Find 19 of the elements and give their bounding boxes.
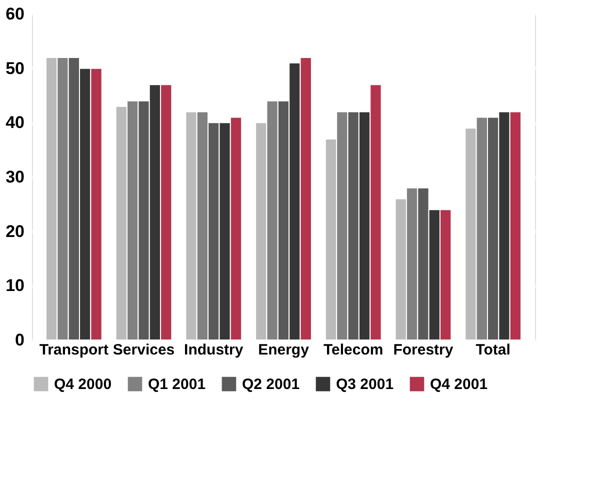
x-tick-label: Energy [258,342,310,358]
x-tick-label: Transport [39,342,109,358]
legend-label: Q2 2001 [242,376,300,394]
legend-label: Q1 2001 [148,376,206,394]
y-tick-label: 10 [6,276,24,296]
legend-label: Q4 2001 [430,376,488,394]
x-tick-label: Total [476,342,510,358]
legend-label: Q3 2001 [336,376,394,394]
x-tick-label: Services [112,342,175,358]
y-tick-label: 20 [6,222,24,241]
x-tick-label: Forestry [393,342,454,358]
y-tick-label: 60 [6,4,24,24]
x-tick-label: Telecom [323,342,384,358]
y-tick-label: 50 [6,58,24,78]
y-tick-label: 40 [6,113,24,132]
legend-label: Q4 2000 [54,376,112,394]
x-tick-label: Industry [184,342,244,358]
y-tick-label: 30 [6,168,24,186]
y-tick-label: 0 [15,330,24,350]
